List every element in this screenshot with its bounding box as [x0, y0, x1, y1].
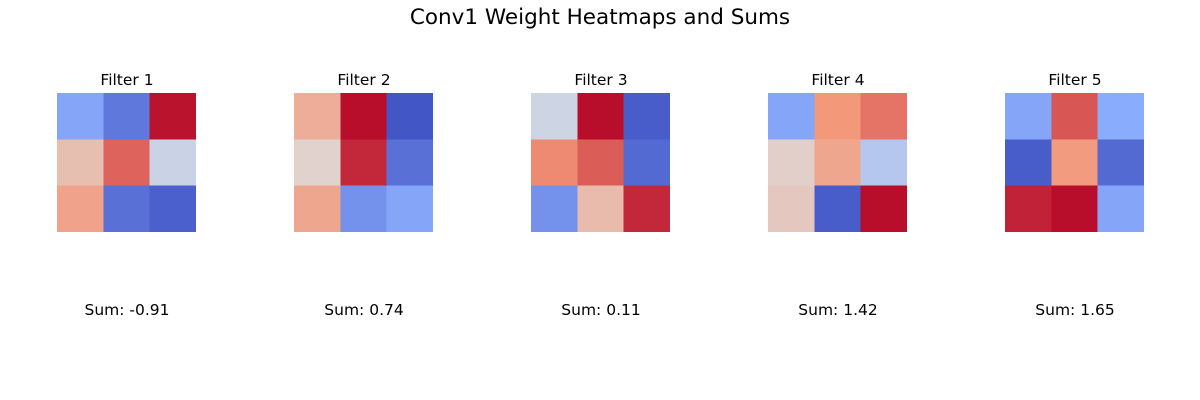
sum-value: -0.91: [129, 301, 170, 319]
filter-panel-2: Filter 2 Sum: 0.74: [294, 0, 434, 400]
filter-title: Filter 2: [337, 71, 391, 89]
heatmap-cell: [1097, 93, 1144, 140]
heatmap-cell: [386, 93, 433, 140]
heatmap-cell: [103, 185, 151, 232]
heatmap-cell: [294, 93, 341, 140]
heatmap-cell: [386, 139, 433, 187]
heatmap-cell: [814, 185, 862, 232]
heatmap-cell: [149, 93, 196, 140]
sum-prefix: Sum:: [84, 301, 130, 319]
chart-title: Conv1 Weight Heatmaps and Sums: [409, 5, 791, 30]
sum-prefix: Sum:: [1035, 301, 1081, 319]
heatmap-cell: [57, 185, 104, 232]
heatmap-cell: [1005, 93, 1052, 140]
filter-heatmap: [768, 93, 907, 232]
heatmap-cell: [340, 139, 388, 187]
filter-title: Filter 5: [1048, 71, 1102, 89]
heatmap-cell: [1005, 139, 1052, 187]
heatmap-cell: [149, 185, 196, 232]
filter-title: Filter 3: [574, 71, 628, 89]
heatmap-cell: [386, 185, 433, 232]
sum-value: 1.65: [1080, 301, 1115, 319]
heatmap-cell: [814, 139, 862, 187]
filter-sum-label: Sum: -0.91: [17, 300, 237, 320]
heatmap-cell: [768, 93, 815, 140]
filter-title: Filter 4: [811, 71, 865, 89]
heatmap-cell: [103, 93, 151, 140]
heatmap-cell: [294, 139, 341, 187]
filter-panel-5: Filter 5 Sum: 1.65: [1005, 0, 1145, 400]
heatmap-cell: [860, 93, 907, 140]
filter-sum-label: Sum: 0.74: [254, 300, 474, 320]
filter-panel-4: Filter 4 Sum: 1.42: [768, 0, 908, 400]
sum-prefix: Sum:: [324, 301, 370, 319]
heatmap-cell: [577, 139, 625, 187]
heatmap-cell: [1097, 185, 1144, 232]
heatmap-cell: [1097, 139, 1144, 187]
sum-value: 1.42: [843, 301, 878, 319]
heatmap-cell: [149, 139, 196, 187]
filter-panel-1: Filter 1 Sum: -0.91: [57, 0, 197, 400]
heatmap-cell: [577, 185, 625, 232]
filter-sum-label: Sum: 1.42: [728, 300, 948, 320]
heatmap-cell: [1051, 139, 1099, 187]
heatmap-cell: [57, 93, 104, 140]
heatmap-cell: [860, 139, 907, 187]
heatmap-cell: [577, 93, 625, 140]
filter-sum-label: Sum: 1.65: [965, 300, 1185, 320]
heatmap-cell: [531, 93, 578, 140]
heatmap-cell: [623, 185, 670, 232]
heatmap-cell: [1005, 185, 1052, 232]
filter-heatmap: [1005, 93, 1144, 232]
heatmap-cell: [814, 93, 862, 140]
heatmap-cell: [103, 139, 151, 187]
filter-title: Filter 1: [100, 71, 154, 89]
heatmap-cell: [340, 185, 388, 232]
filter-sum-label: Sum: 0.11: [491, 300, 711, 320]
heatmap-cell: [57, 139, 104, 187]
filter-panel-3: Filter 3 Sum: 0.11: [531, 0, 671, 400]
sum-prefix: Sum:: [561, 301, 607, 319]
filter-heatmap: [531, 93, 670, 232]
heatmap-cell: [531, 139, 578, 187]
filter-heatmap: [57, 93, 196, 232]
heatmap-cell: [623, 139, 670, 187]
heatmap-cell: [623, 93, 670, 140]
heatmap-cell: [340, 93, 388, 140]
heatmap-cell: [1051, 93, 1099, 140]
sum-value: 0.74: [369, 301, 404, 319]
heatmap-cell: [1051, 185, 1099, 232]
sum-value: 0.11: [606, 301, 641, 319]
filter-heatmap: [294, 93, 433, 232]
heatmap-cell: [860, 185, 907, 232]
heatmap-cell: [768, 185, 815, 232]
heatmap-cell: [531, 185, 578, 232]
heatmap-cell: [294, 185, 341, 232]
heatmap-cell: [768, 139, 815, 187]
sum-prefix: Sum:: [798, 301, 844, 319]
